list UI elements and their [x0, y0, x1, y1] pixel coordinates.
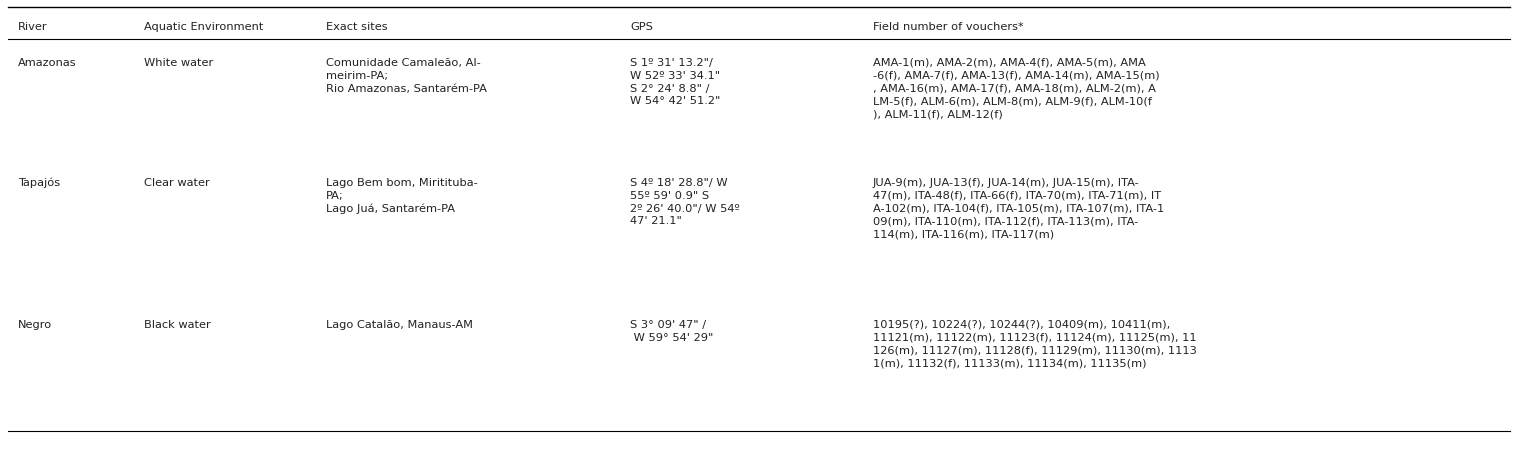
- Text: Negro: Negro: [18, 319, 53, 329]
- Text: Black water: Black water: [144, 319, 211, 329]
- Text: Comunidade Camaleão, Al-
meirim-PA;
Rio Amazonas, Santarém-PA: Comunidade Camaleão, Al- meirim-PA; Rio …: [326, 58, 487, 93]
- Text: Tapajós: Tapajós: [18, 178, 61, 188]
- Text: S 4º 18' 28.8"/ W
55º 59' 0.9" S
2º 26' 40.0"/ W 54º
47' 21.1": S 4º 18' 28.8"/ W 55º 59' 0.9" S 2º 26' …: [630, 178, 739, 226]
- Text: White water: White water: [144, 58, 214, 68]
- Text: Amazonas: Amazonas: [18, 58, 77, 68]
- Text: Exact sites: Exact sites: [326, 22, 389, 32]
- Text: 10195(?), 10224(?), 10244(?), 10409(m), 10411(m),
11121(m), 11122(m), 11123(f), : 10195(?), 10224(?), 10244(?), 10409(m), …: [873, 319, 1196, 368]
- Text: S 1º 31' 13.2"/
W 52º 33' 34.1"
S 2° 24' 8.8" /
W 54° 42' 51.2": S 1º 31' 13.2"/ W 52º 33' 34.1" S 2° 24'…: [630, 58, 721, 106]
- Text: Field number of vouchers*: Field number of vouchers*: [873, 22, 1023, 32]
- Text: Aquatic Environment: Aquatic Environment: [144, 22, 264, 32]
- Text: Lago Catalão, Manaus-AM: Lago Catalão, Manaus-AM: [326, 319, 474, 329]
- Text: Lago Bem bom, Miritituba-
PA;
Lago Juá, Santarém-PA: Lago Bem bom, Miritituba- PA; Lago Juá, …: [326, 178, 478, 214]
- Text: Clear water: Clear water: [144, 178, 209, 188]
- Text: JUA-9(m), JUA-13(f), JUA-14(m), JUA-15(m), ITA-
47(m), ITA-48(f), ITA-66(f), ITA: JUA-9(m), JUA-13(f), JUA-14(m), JUA-15(m…: [873, 178, 1164, 239]
- Text: S 3° 09' 47" /
 W 59° 54' 29": S 3° 09' 47" / W 59° 54' 29": [630, 319, 713, 342]
- Text: River: River: [18, 22, 49, 32]
- Text: GPS: GPS: [630, 22, 653, 32]
- Text: AMA-1(m), AMA-2(m), AMA-4(f), AMA-5(m), AMA
-6(f), AMA-7(f), AMA-13(f), AMA-14(m: AMA-1(m), AMA-2(m), AMA-4(f), AMA-5(m), …: [873, 58, 1160, 119]
